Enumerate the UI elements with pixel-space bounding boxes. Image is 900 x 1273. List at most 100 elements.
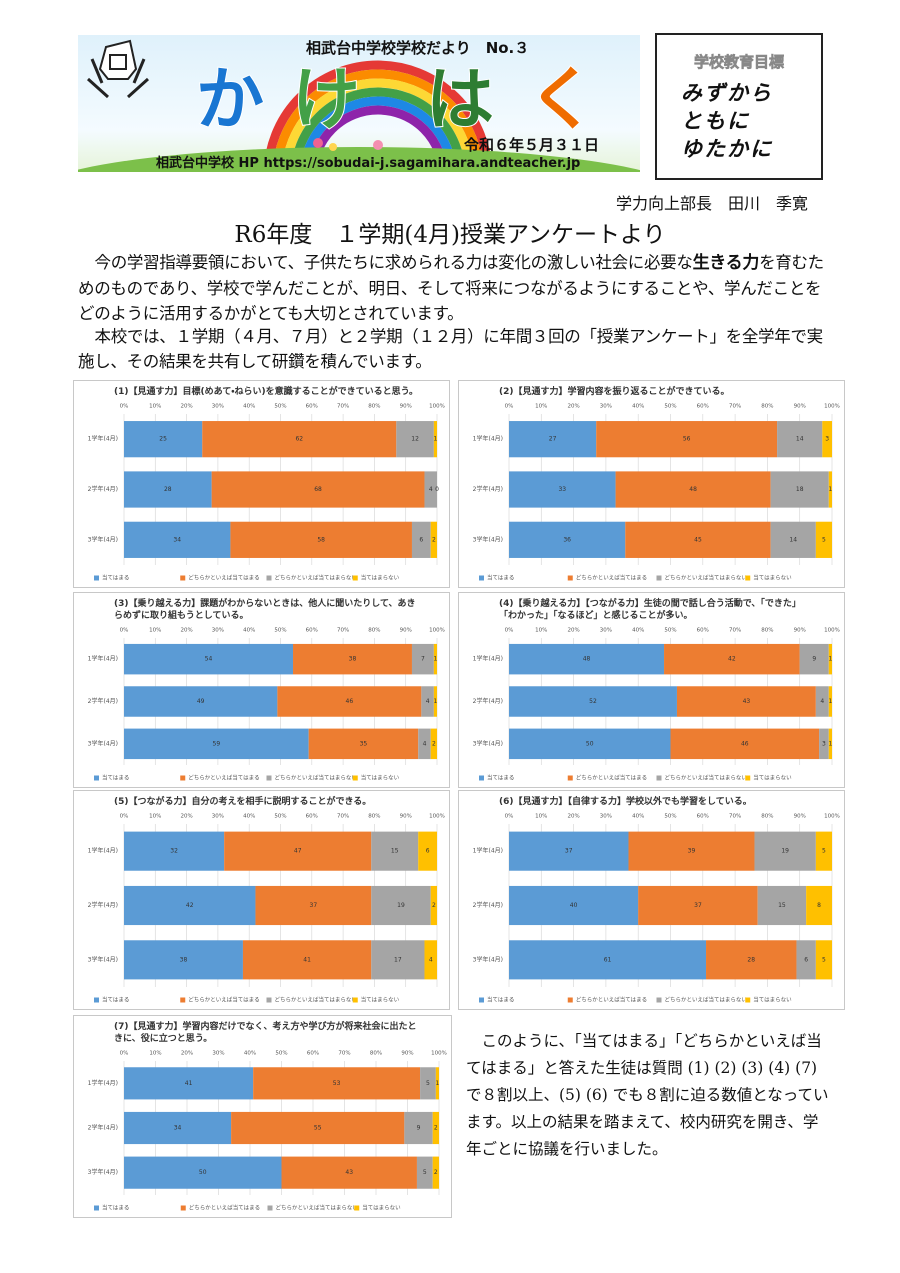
- bar-segment: [124, 728, 309, 760]
- x-tick-label: 0%: [505, 814, 514, 820]
- x-tick-label: 20%: [180, 814, 192, 820]
- emblem: [86, 39, 150, 99]
- value-label: 0: [435, 486, 439, 493]
- bar-segment: [796, 940, 816, 980]
- y-tick-label: 3学年(4月): [88, 739, 118, 747]
- x-tick-label: 40%: [243, 628, 255, 634]
- x-tick-label: 0%: [120, 404, 129, 410]
- legend-label: どちらかといえば当てはまらない: [665, 574, 748, 582]
- bar-segment: [770, 471, 829, 508]
- value-label: 2: [432, 740, 436, 747]
- legend-label: どちらかといえば当てはまる: [188, 574, 259, 582]
- y-tick-label: 1学年(4月): [88, 435, 118, 443]
- bar-segment: [124, 1156, 282, 1189]
- legend-label: 当てはまらない: [361, 574, 400, 582]
- chart-title: (6)【見通す力】【自律する力】学校以外でも学習をしている。: [499, 797, 752, 807]
- legend-label: どちらかといえば当てはまる: [576, 996, 647, 1004]
- value-label: 1: [828, 656, 832, 663]
- value-label: 47: [294, 848, 302, 855]
- bar-segment: [509, 940, 707, 980]
- value-label: 1: [434, 698, 438, 705]
- legend-label: どちらかといえば当てはまらない: [665, 774, 748, 782]
- value-label: 56: [683, 436, 691, 443]
- legend-swatch: [267, 1205, 273, 1211]
- legend-label: どちらかといえば当てはまる: [576, 574, 647, 582]
- y-tick-label: 1学年(4月): [88, 847, 118, 855]
- legend-label: 当てはまらない: [753, 574, 792, 582]
- newsletter-name: 相武台中学校学校だより No.３: [306, 39, 530, 57]
- x-tick-label: 70%: [338, 1051, 350, 1057]
- legend-label: 当てはまらない: [753, 996, 792, 1004]
- bar-segment: [211, 471, 425, 508]
- bar-segment: [124, 1111, 232, 1145]
- value-label: 5: [426, 1080, 430, 1087]
- x-tick-label: 80%: [368, 814, 380, 820]
- title-char: は: [425, 61, 495, 140]
- legend-swatch: [745, 575, 751, 581]
- bar-segment: [231, 1111, 405, 1145]
- chart-title: (2)【見通す力】学習内容を振り返ることができている。: [499, 387, 730, 397]
- value-label: 12: [411, 436, 419, 443]
- value-label: 4: [820, 698, 824, 705]
- x-tick-label: 50%: [664, 814, 676, 820]
- value-label: 48: [689, 486, 697, 493]
- y-tick-label: 3学年(4月): [88, 535, 118, 543]
- value-label: 62: [295, 436, 303, 443]
- legend-swatch: [180, 997, 186, 1003]
- legend-label: 当てはまる: [102, 774, 129, 782]
- value-label: 6: [804, 956, 808, 963]
- x-tick-label: 30%: [212, 1051, 224, 1057]
- x-tick-label: 100%: [431, 1051, 447, 1057]
- bar-segment: [124, 421, 203, 458]
- x-tick-label: 40%: [243, 814, 255, 820]
- value-label: 4: [429, 486, 433, 493]
- bar-segment: [396, 421, 434, 458]
- bar-segment: [799, 643, 829, 675]
- legend-swatch: [352, 997, 358, 1003]
- legend-swatch: [567, 775, 573, 781]
- bar-segment: [509, 831, 629, 871]
- chart-title: (4)【乗り越える力】【つながる力】生徒の間で話し合う活動で、「できた」「わかっ…: [499, 599, 801, 621]
- chart-plot: 0% 10% 20% 30% 40% 50% 60% 70% 80% 90% 100% 1学年(4月)…: [473, 814, 840, 1004]
- text: を育むためのものであり、学校で学んだことが、明日、そして将来につながるようにする…: [78, 253, 824, 323]
- value-label: 4: [426, 698, 430, 705]
- x-tick-label: 80%: [761, 404, 773, 410]
- x-tick-label: 10%: [149, 1051, 161, 1057]
- value-label: 1: [828, 698, 832, 705]
- value-label: 3: [825, 436, 829, 443]
- chart: (5)【つながる力】自分の考えを相手に説明することができる。 0% 10% 20% 30…: [73, 790, 450, 1010]
- chart-plot: 0% 10% 20% 30% 40% 50% 60% 70% 80% 90% 100% 1学年(4月)…: [473, 404, 840, 582]
- x-tick-label: 60%: [697, 814, 709, 820]
- legend-label: どちらかといえば当てはまる: [188, 774, 259, 782]
- legend-label: 当てはまる: [487, 996, 514, 1004]
- value-label: 33: [558, 486, 566, 493]
- value-label: 43: [345, 1169, 353, 1176]
- legend-swatch: [656, 997, 662, 1003]
- bar-segment: [828, 728, 832, 760]
- conclusion: このように、「当てはまる」「どちらかといえば当てはまる」と答えた生徒は質問 (1…: [466, 1032, 829, 1158]
- legend-label: 当てはまる: [102, 1204, 129, 1212]
- legend-swatch: [94, 997, 99, 1003]
- x-tick-label: 100%: [824, 628, 840, 634]
- bar-segment: [281, 1156, 417, 1189]
- bar-segment: [509, 728, 671, 760]
- chart: (6)【見通す力】【自律する力】学校以外でも学習をしている。 0% 10% 20% 30…: [458, 790, 845, 1010]
- bar-segment: [411, 521, 431, 558]
- legend-swatch: [94, 775, 99, 781]
- hill: [78, 147, 640, 172]
- y-tick-label: 1学年(4月): [88, 655, 118, 663]
- x-tick-label: 90%: [400, 628, 412, 634]
- legend-swatch: [656, 775, 662, 781]
- value-label: 41: [303, 956, 311, 963]
- bar-segment: [421, 686, 434, 717]
- bar-segment: [430, 885, 437, 926]
- value-label: 37: [310, 902, 318, 909]
- chart-title: (3)【乗り越える力】課題がわからないときは、他人に聞いたりして、あきらめずに取…: [114, 599, 416, 621]
- title-char: く: [527, 61, 597, 140]
- value-label: 7: [421, 656, 425, 663]
- x-tick-label: 30%: [212, 628, 224, 634]
- chart: (4)【乗り越える力】【つながる力】生徒の間で話し合う活動で、「できた」「わかっ…: [458, 592, 845, 788]
- bar-segment: [124, 940, 243, 980]
- legend-swatch: [180, 775, 186, 781]
- value-label: 5: [822, 956, 826, 963]
